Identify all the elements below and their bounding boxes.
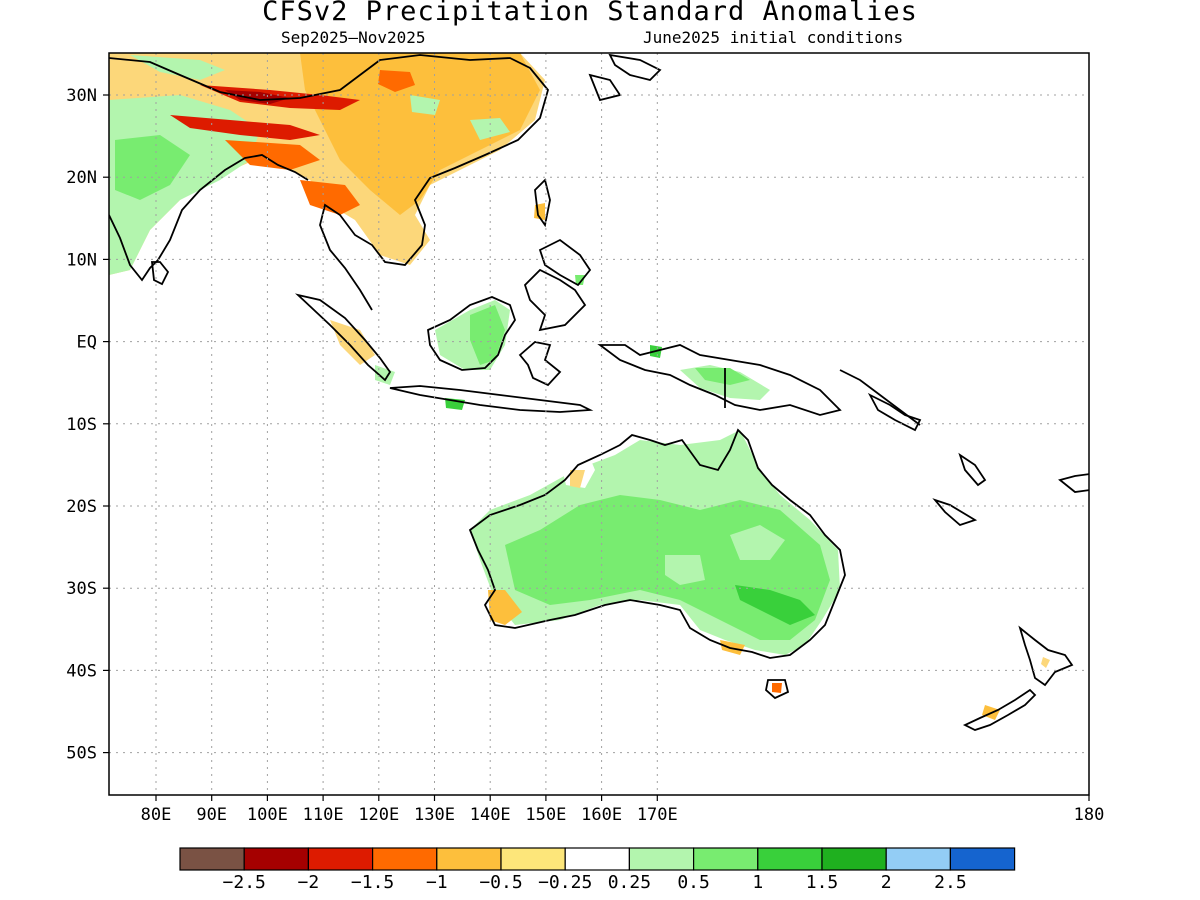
coastlines — [109, 53, 1089, 731]
lat-tick-label: 10N — [66, 250, 97, 270]
colorbar-label: −0.5 — [479, 872, 522, 893]
colorbar-swatch — [243, 847, 309, 871]
colorbar — [179, 847, 1016, 871]
lat-tick-label: 30S — [66, 579, 97, 599]
colorbar-label: 1 — [752, 872, 763, 893]
lon-tick-label: 140E — [470, 805, 511, 825]
colorbar-label: −2 — [298, 872, 320, 893]
lat-tick-label: 30N — [66, 86, 97, 106]
colorbar-swatch — [821, 847, 887, 871]
lat-tick-label: 40S — [66, 661, 97, 681]
colorbar-swatch — [628, 847, 695, 871]
lat-tick-label: 20S — [66, 497, 97, 517]
australia-anomaly-fill — [470, 430, 1050, 720]
lon-tick-label: 160E — [581, 805, 622, 825]
lon-tick-label: 100E — [247, 805, 288, 825]
colorbar-label: 1.5 — [806, 872, 839, 893]
colorbar-swatch — [757, 847, 823, 871]
colorbar-label: −1.5 — [351, 872, 394, 893]
colorbar-swatch — [179, 847, 245, 871]
colorbar-swatch — [307, 847, 374, 871]
maritime-anomaly-fill — [330, 275, 770, 410]
map-title: CFSv2 Precipitation Standard Anomalies — [262, 0, 918, 27]
lon-tick-label: 110E — [303, 805, 344, 825]
colorbar-swatch — [949, 847, 1016, 871]
lon-tick-label: 90E — [196, 805, 227, 825]
lat-tick-label: 20N — [66, 168, 97, 188]
plot-frame — [108, 52, 1090, 796]
latitude-labels: 30N 20N 10N EQ 10S 20S 30S 40S 50S — [66, 86, 97, 764]
axis-ticks — [103, 94, 1090, 801]
colorbar-swatch — [372, 847, 438, 871]
asia-anomaly-fill — [109, 53, 545, 275]
colorbar-label: 0.25 — [608, 872, 651, 893]
map-content — [109, 53, 1089, 731]
gridlines — [109, 53, 1089, 795]
colorbar-swatch — [436, 847, 502, 871]
colorbar-labels: −2.5 −2 −1.5 −1 −0.5 −0.25 0.25 0.5 1 1.5 2 2.5 — [223, 872, 967, 893]
lon-tick-label: 180 — [1074, 805, 1105, 825]
colorbar-label: −0.25 — [538, 872, 592, 893]
colorbar-swatch — [692, 847, 759, 871]
lat-tick-label: EQ — [77, 333, 97, 353]
colorbar-label: −2.5 — [223, 872, 266, 893]
lat-tick-label: 50S — [66, 744, 97, 764]
longitude-labels: 80E 90E 100E 110E 120E 130E 140E 150E 160E 170E 18… — [141, 805, 1105, 825]
lat-tick-label: 10S — [66, 415, 97, 435]
lon-tick-label: 80E — [141, 805, 172, 825]
lon-tick-label: 150E — [525, 805, 566, 825]
lon-tick-label: 170E — [637, 805, 678, 825]
colorbar-label: 2.5 — [934, 872, 967, 893]
colorbar-label: 2 — [881, 872, 892, 893]
colorbar-label: −1 — [426, 872, 448, 893]
lon-tick-label: 120E — [358, 805, 399, 825]
forecast-period: Sep2025–Nov2025 — [281, 28, 426, 47]
colorbar-swatch — [500, 847, 566, 871]
lon-tick-label: 130E — [414, 805, 455, 825]
colorbar-label: 0.5 — [677, 872, 710, 893]
colorbar-swatch — [564, 847, 631, 871]
initial-conditions: June2025 initial conditions — [643, 28, 904, 47]
colorbar-swatch — [885, 847, 952, 871]
